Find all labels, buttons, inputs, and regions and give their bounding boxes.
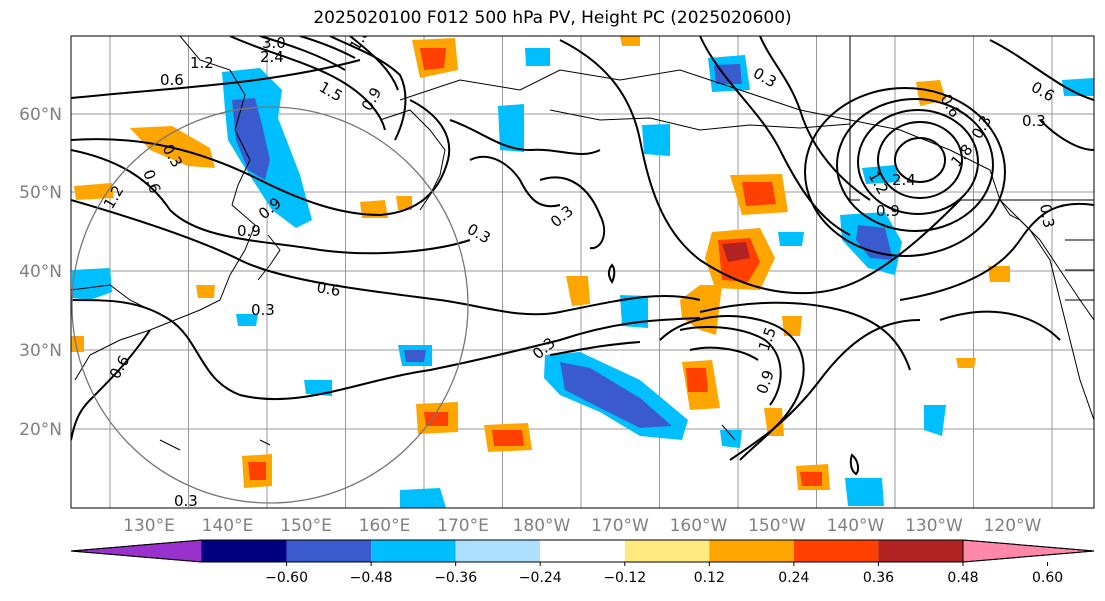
contour-label: 0.6 — [315, 278, 342, 300]
colorbar-label: −0.48 — [350, 570, 393, 586]
pv-fill-positive — [742, 182, 776, 206]
contour-label: 0.3 — [251, 301, 275, 319]
pv-fill-positive — [196, 285, 215, 298]
pv-fill-positive — [71, 336, 84, 352]
pv-fill-negative — [778, 232, 804, 246]
lat-label: 40°N — [19, 262, 62, 282]
lon-label: 180°W — [513, 516, 571, 536]
colorbar-label: −0.36 — [434, 570, 477, 586]
pv-fill-positive — [988, 266, 1010, 282]
lon-label: 130°W — [905, 516, 963, 536]
contour-label: 2.4 — [260, 48, 284, 66]
contour-label: 0.9 — [876, 202, 900, 220]
pv-fill-positive — [722, 242, 750, 262]
pv-fill-positive — [686, 368, 708, 392]
pv-fill-negative — [620, 295, 648, 328]
pv-fill-positive — [800, 472, 822, 486]
pv-fill-positive — [764, 408, 784, 436]
pv-fill-negative — [720, 430, 742, 448]
lon-label: 120°W — [984, 516, 1042, 536]
colorbar-label: −0.60 — [265, 570, 308, 586]
pv-fill-negative — [232, 98, 270, 180]
colorbar-label: 0.12 — [694, 570, 725, 586]
pv-fill-negative — [236, 314, 258, 326]
lat-label: 60°N — [19, 105, 62, 125]
pv-fill-positive — [566, 276, 590, 306]
pv-fill-negative — [642, 124, 670, 156]
range-circle — [71, 106, 469, 504]
pv-fill-positive — [420, 48, 446, 70]
coastlines — [71, 36, 1094, 451]
pv-fill-negative — [856, 225, 893, 260]
pv-fill-positive — [956, 358, 976, 368]
pv-fill-negative — [72, 268, 112, 300]
contour-label: 0.3 — [1022, 112, 1046, 130]
pv-fill-negative — [924, 405, 946, 436]
contour-label: 2.4 — [892, 171, 916, 189]
pv-fill-positive — [782, 316, 802, 336]
colorbar-label: −0.24 — [519, 570, 562, 586]
colorbar-label: 0.24 — [778, 570, 809, 586]
colorbar-segment — [540, 540, 625, 562]
colorbar-outline — [70, 539, 1095, 563]
colorbar-segment — [371, 540, 456, 562]
pv-fill-positive — [248, 462, 266, 480]
lon-label: 150°W — [748, 516, 806, 536]
colorbar-label: 0.48 — [947, 570, 978, 586]
pv-fill-negative — [525, 48, 550, 66]
lon-label: 170°E — [437, 516, 489, 536]
pv-fill-negative — [404, 350, 426, 362]
lon-label: 150°E — [280, 516, 332, 536]
colorbar: −0.60 −0.48 −0.36 −0.24 −0.12 0.12 0.24 0.36 0.4… — [70, 539, 1095, 586]
latitude-labels: 60°N 50°N 40°N 30°N 20°N — [19, 105, 62, 440]
lat-label: 30°N — [19, 341, 62, 361]
pv-fill-negative — [1062, 78, 1094, 96]
lat-label: 20°N — [19, 420, 62, 440]
contour-label: 1.2 — [190, 54, 214, 72]
lon-label: 170°W — [591, 516, 649, 536]
lat-label: 50°N — [19, 183, 62, 203]
pv-fill-positive — [396, 196, 412, 210]
pv-fill-negative — [714, 64, 742, 84]
colorbar-extend-max — [962, 539, 1095, 563]
map-title: 2025020100 F012 500 hPa PV, Height PC (2… — [313, 8, 792, 28]
colorbar-segment — [793, 540, 879, 562]
map-frame — [70, 35, 1095, 509]
lon-label: 140°W — [827, 516, 885, 536]
pv-fill-negative — [498, 104, 524, 152]
contour-label: 3.0 — [262, 34, 286, 52]
colorbar-label: −0.12 — [603, 570, 646, 586]
colorbar-segment — [455, 540, 541, 562]
lon-label: 130°E — [123, 516, 175, 536]
longitude-labels: 130°E 140°E 150°E 160°E 170°E 180°W 170°W 160°W… — [123, 516, 1041, 536]
pv-fill-positive — [492, 430, 524, 446]
contour-label: 0.3 — [1036, 203, 1058, 230]
pv-fill-negative — [560, 362, 672, 428]
colorbar-segment — [709, 540, 794, 562]
pv-fill-positive — [74, 183, 114, 200]
pv-fill-negative — [400, 488, 446, 508]
pv-fill-positive — [620, 36, 640, 46]
lon-label: 160°W — [670, 516, 728, 536]
colorbar-segment — [624, 540, 710, 562]
contour-label: 0.9 — [237, 222, 261, 240]
colorbar-segment — [286, 540, 372, 562]
colorbar-segment — [878, 540, 963, 562]
lon-label: 160°E — [359, 516, 411, 536]
height-contours — [71, 36, 1094, 476]
pv-fill-negative — [304, 380, 332, 396]
colorbar-label: 0.60 — [1032, 570, 1063, 586]
lon-label: 140°E — [202, 516, 254, 536]
contour-label: 0.3 — [174, 492, 198, 510]
colorbar-label: 0.36 — [863, 570, 894, 586]
colorbar-extend-min — [70, 539, 203, 563]
contour-label: 0.6 — [160, 71, 184, 89]
colorbar-segment — [202, 540, 287, 562]
pv-fill-negative — [845, 478, 884, 506]
